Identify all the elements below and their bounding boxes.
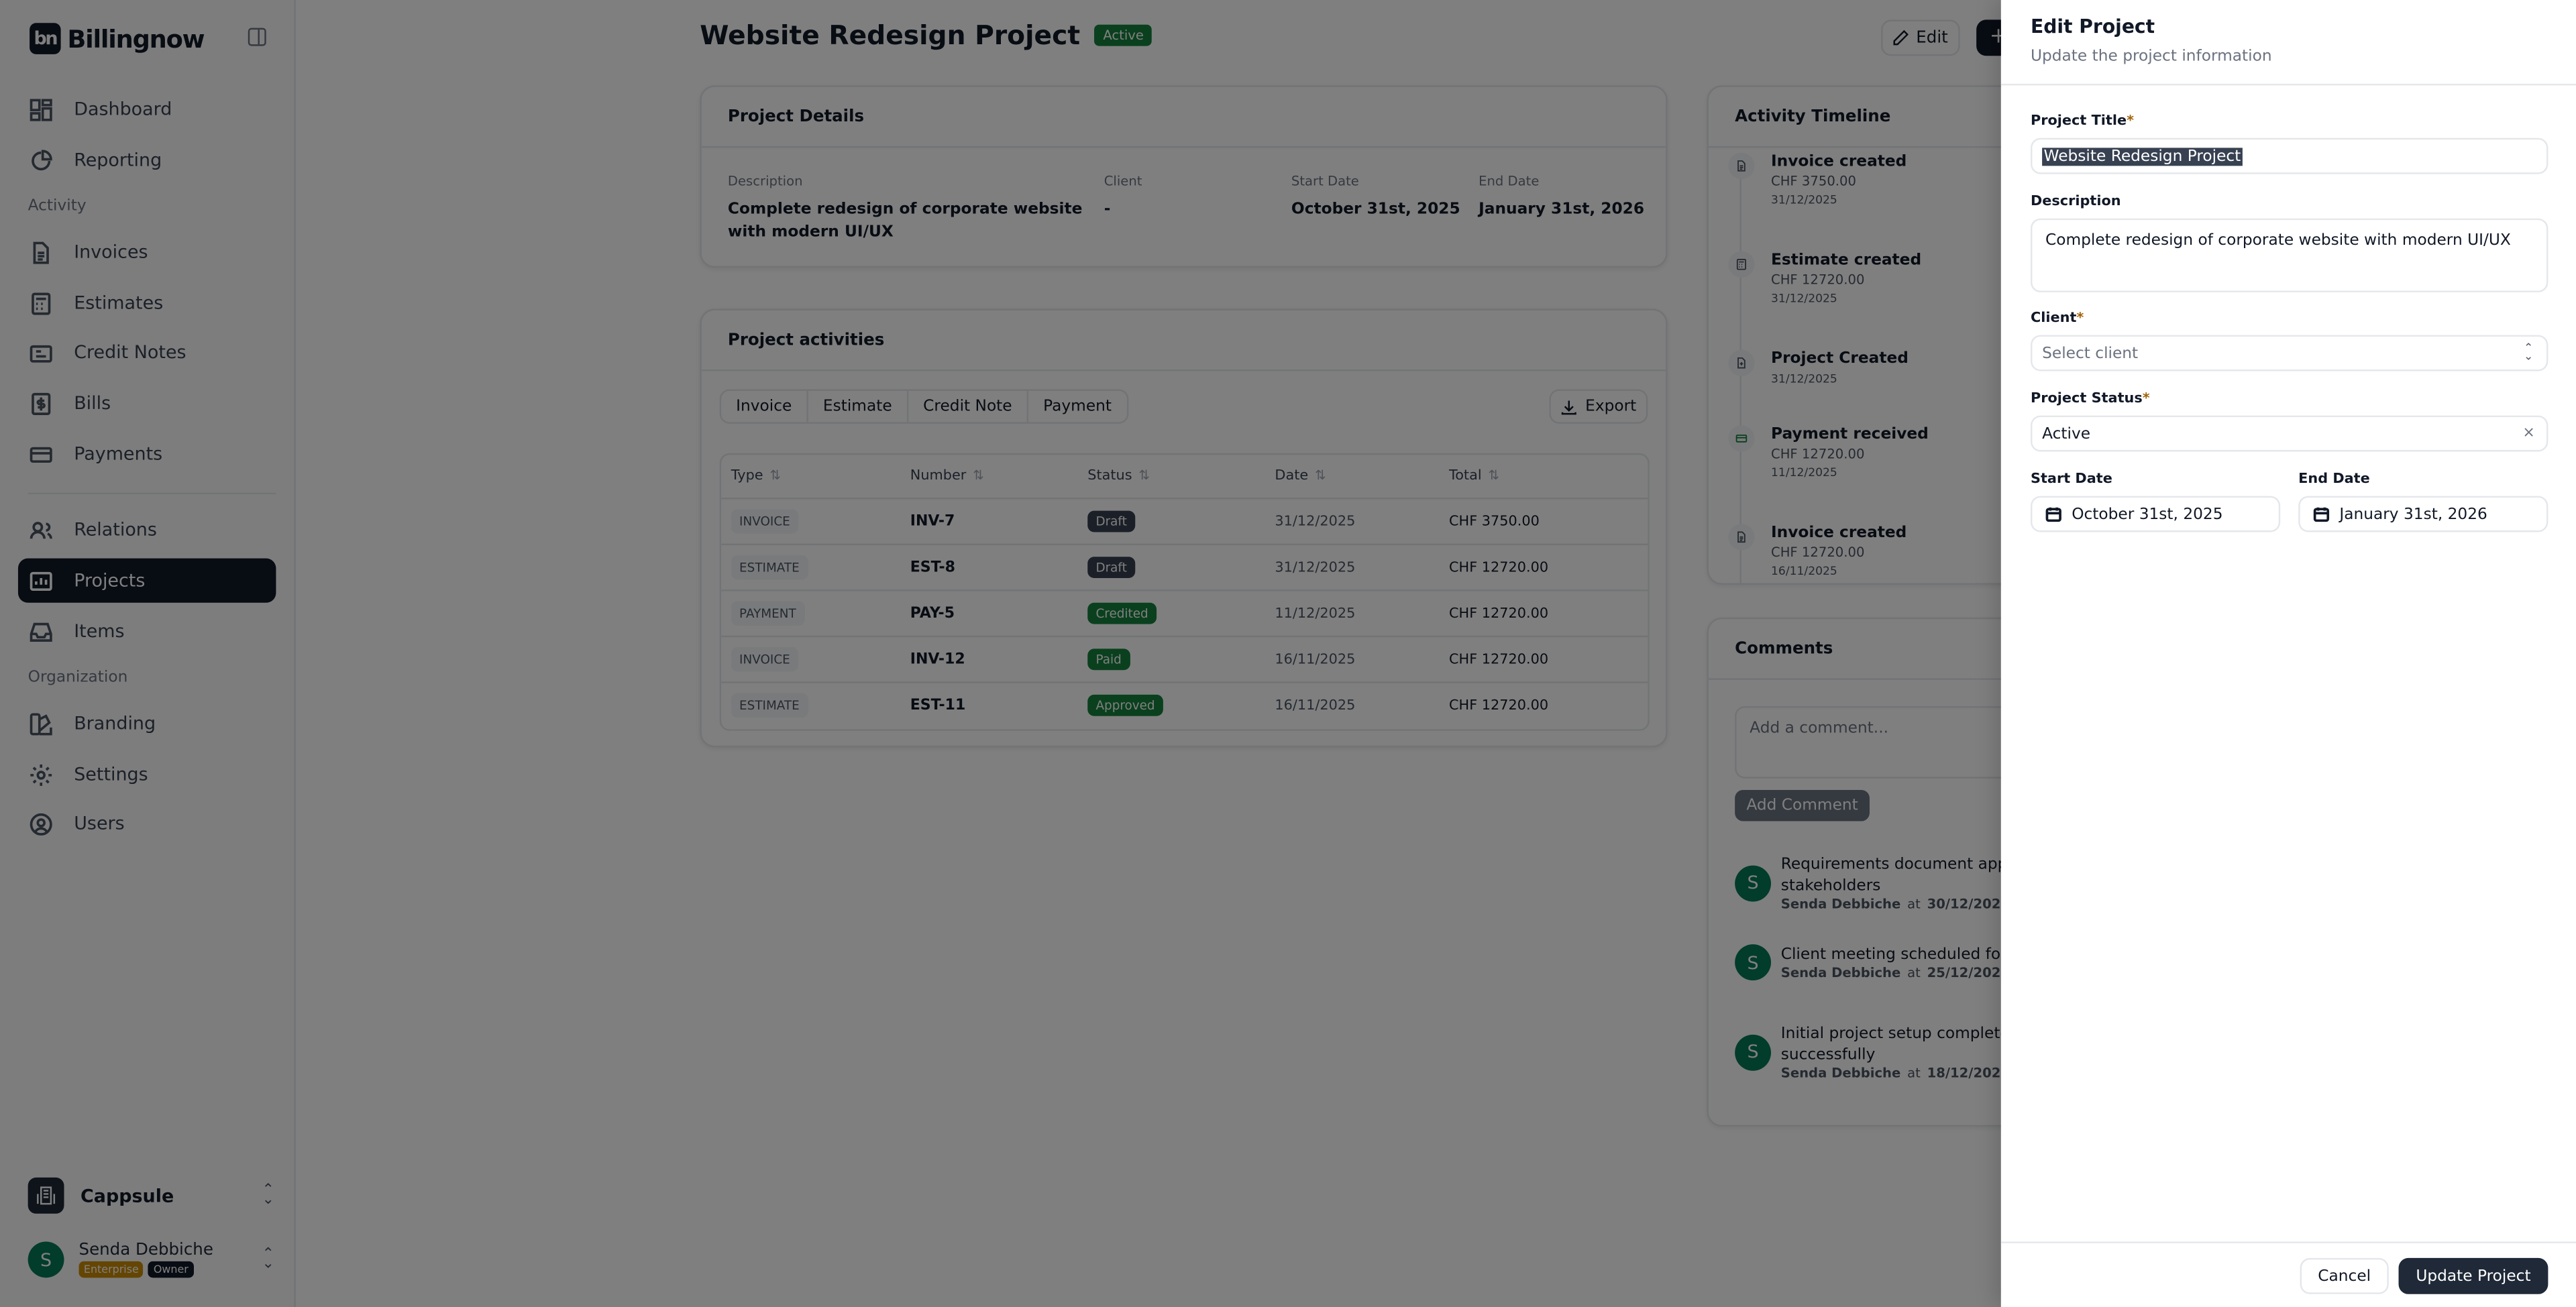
status-label: Project Status* bbox=[2030, 390, 2150, 408]
project-title-input[interactable]: Website Redesign Project bbox=[2030, 137, 2548, 174]
project-title-value: Website Redesign Project bbox=[2042, 147, 2243, 166]
modal-overlay[interactable] bbox=[0, 0, 2001, 1307]
end-date-picker[interactable]: January 31st, 2026 bbox=[2298, 496, 2548, 532]
description-textarea[interactable]: Complete redesign of corporate website w… bbox=[2030, 218, 2548, 292]
cancel-button[interactable]: Cancel bbox=[2300, 1257, 2389, 1294]
description-label: Description bbox=[2030, 193, 2121, 211]
drawer-title: Edit Project bbox=[2030, 15, 2155, 38]
clear-icon[interactable]: × bbox=[2522, 425, 2535, 442]
drawer-subtitle: Update the project information bbox=[2030, 48, 2272, 66]
chevrons-updown-icon: ⌃⌄ bbox=[2523, 341, 2534, 363]
status-select[interactable]: Active × bbox=[2030, 415, 2548, 452]
start-date-label: Start Date bbox=[2030, 471, 2112, 488]
start-date-picker[interactable]: October 31st, 2025 bbox=[2030, 496, 2281, 532]
end-date-label: End Date bbox=[2298, 471, 2370, 488]
client-label: Client* bbox=[2030, 310, 2084, 327]
edit-project-drawer: Edit Project Update the project informat… bbox=[2000, 0, 2576, 1307]
calendar-icon bbox=[2313, 507, 2330, 522]
title-label: Project Title* bbox=[2030, 113, 2135, 130]
drawer-footer: Cancel Update Project bbox=[2000, 1241, 2576, 1307]
calendar-icon bbox=[2045, 507, 2061, 522]
client-select[interactable]: Select client ⌃ ⌄ bbox=[2030, 335, 2548, 372]
update-project-button[interactable]: Update Project bbox=[2398, 1257, 2548, 1294]
